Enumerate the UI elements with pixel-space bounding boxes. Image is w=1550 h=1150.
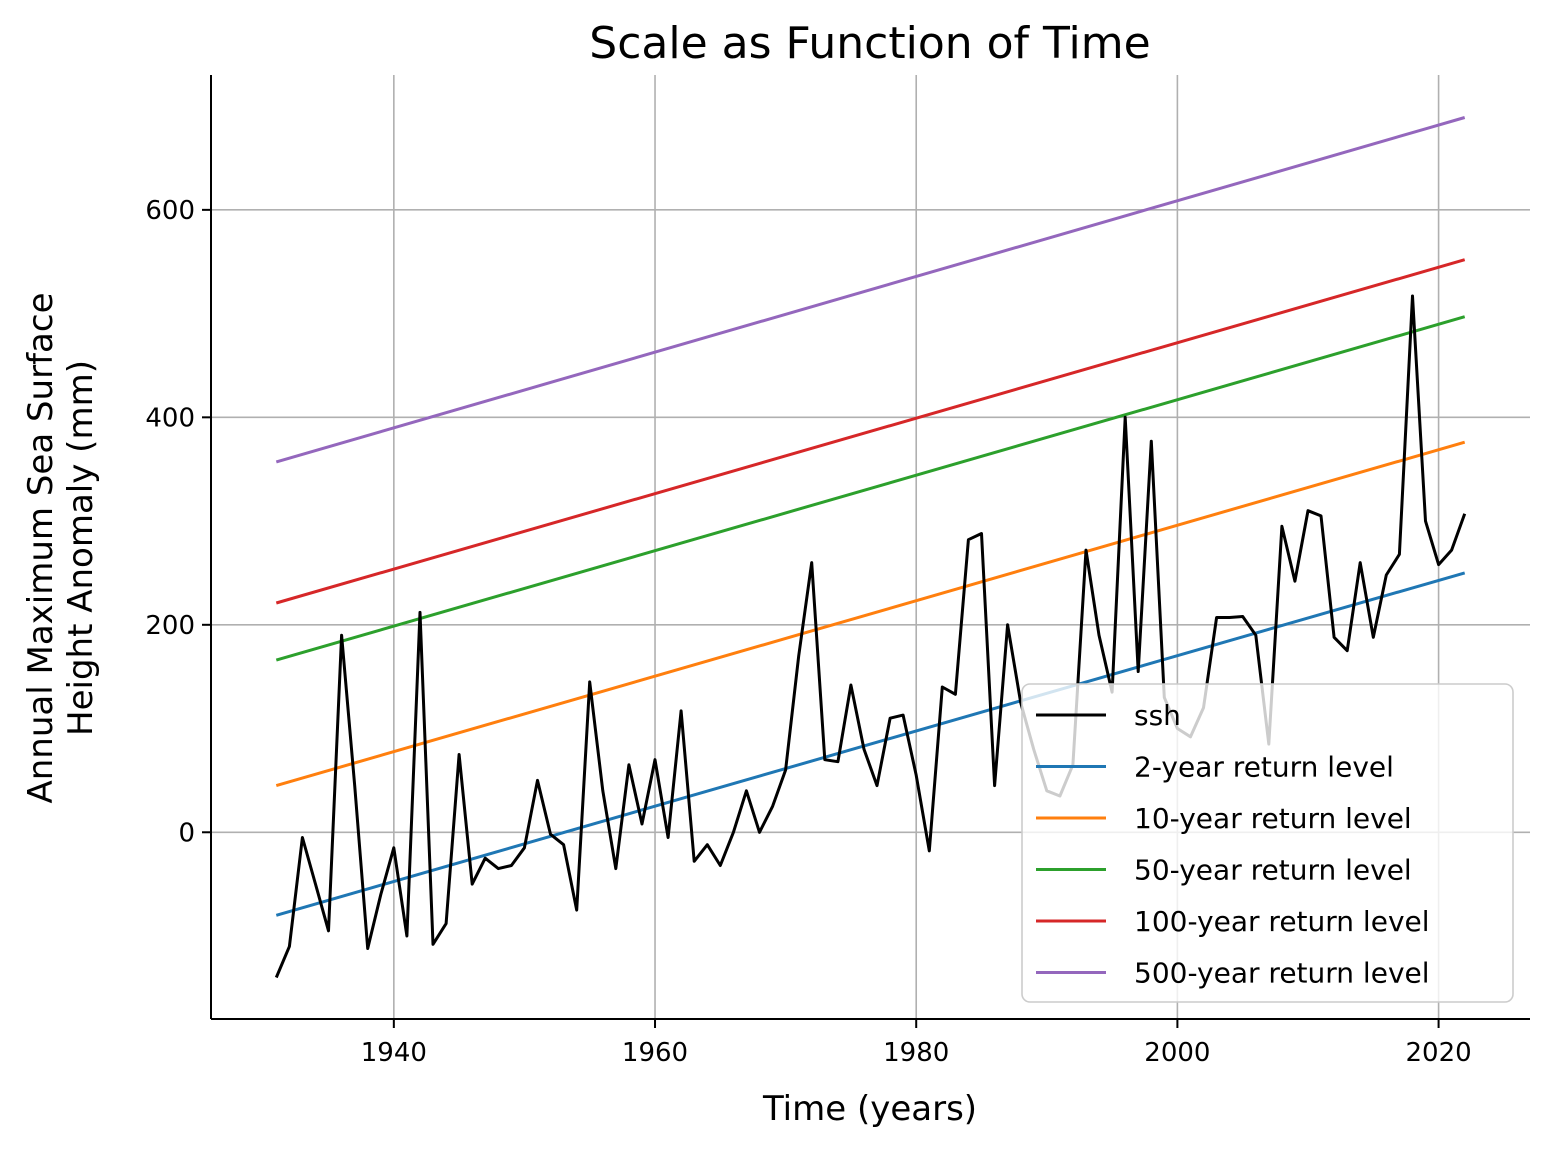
legend-label-100-year-return-level: 100-year return level bbox=[1134, 905, 1430, 938]
x-tick-label: 1960 bbox=[622, 1038, 688, 1068]
series-line-10-year-return-level bbox=[275, 440, 1466, 788]
legend-frame bbox=[1021, 683, 1514, 1003]
series-line-50-year-return-level bbox=[275, 315, 1466, 662]
axis-ticks: 1940 1960 1980 2000 2020 0 200 400 600 bbox=[145, 196, 1471, 1068]
x-axis-label: Time (years) bbox=[762, 1089, 977, 1129]
legend-label-2-year-return-level: 2-year return level bbox=[1134, 751, 1394, 784]
y-tick-label: 0 bbox=[178, 818, 195, 848]
x-tick-label: 2000 bbox=[1144, 1038, 1210, 1068]
axes-spines bbox=[210, 75, 1530, 1020]
chart-title: Scale as Function of Time bbox=[589, 18, 1150, 69]
legend-label-50-year-return-level: 50-year return level bbox=[1134, 854, 1412, 887]
grid bbox=[211, 75, 1530, 1019]
legend: ssh 2-year return level 10-year return lev… bbox=[1021, 683, 1514, 1003]
x-tick-label: 1980 bbox=[883, 1038, 949, 1068]
y-axis-label-line-2: Height Anomaly (mm) bbox=[61, 360, 101, 736]
legend-label-10-year-return-level: 10-year return level bbox=[1134, 802, 1412, 835]
y-tick-label: 200 bbox=[145, 611, 195, 641]
y-axis-label: Annual Maximum Sea Surface Height Anomal… bbox=[21, 293, 101, 804]
x-tick-label: 1940 bbox=[361, 1038, 427, 1068]
series-line-500-year-return-level bbox=[275, 116, 1466, 464]
series-line-2-year-return-level bbox=[275, 571, 1466, 917]
legend-label-500-year-return-level: 500-year return level bbox=[1134, 957, 1430, 990]
y-tick-label: 400 bbox=[145, 403, 195, 433]
legend-label-ssh: ssh bbox=[1134, 699, 1181, 732]
y-tick-label: 600 bbox=[145, 196, 195, 226]
y-axis-label-line-1: Annual Maximum Sea Surface bbox=[21, 293, 61, 804]
x-tick-label: 2020 bbox=[1405, 1038, 1471, 1068]
series-line-100-year-return-level bbox=[275, 258, 1466, 605]
